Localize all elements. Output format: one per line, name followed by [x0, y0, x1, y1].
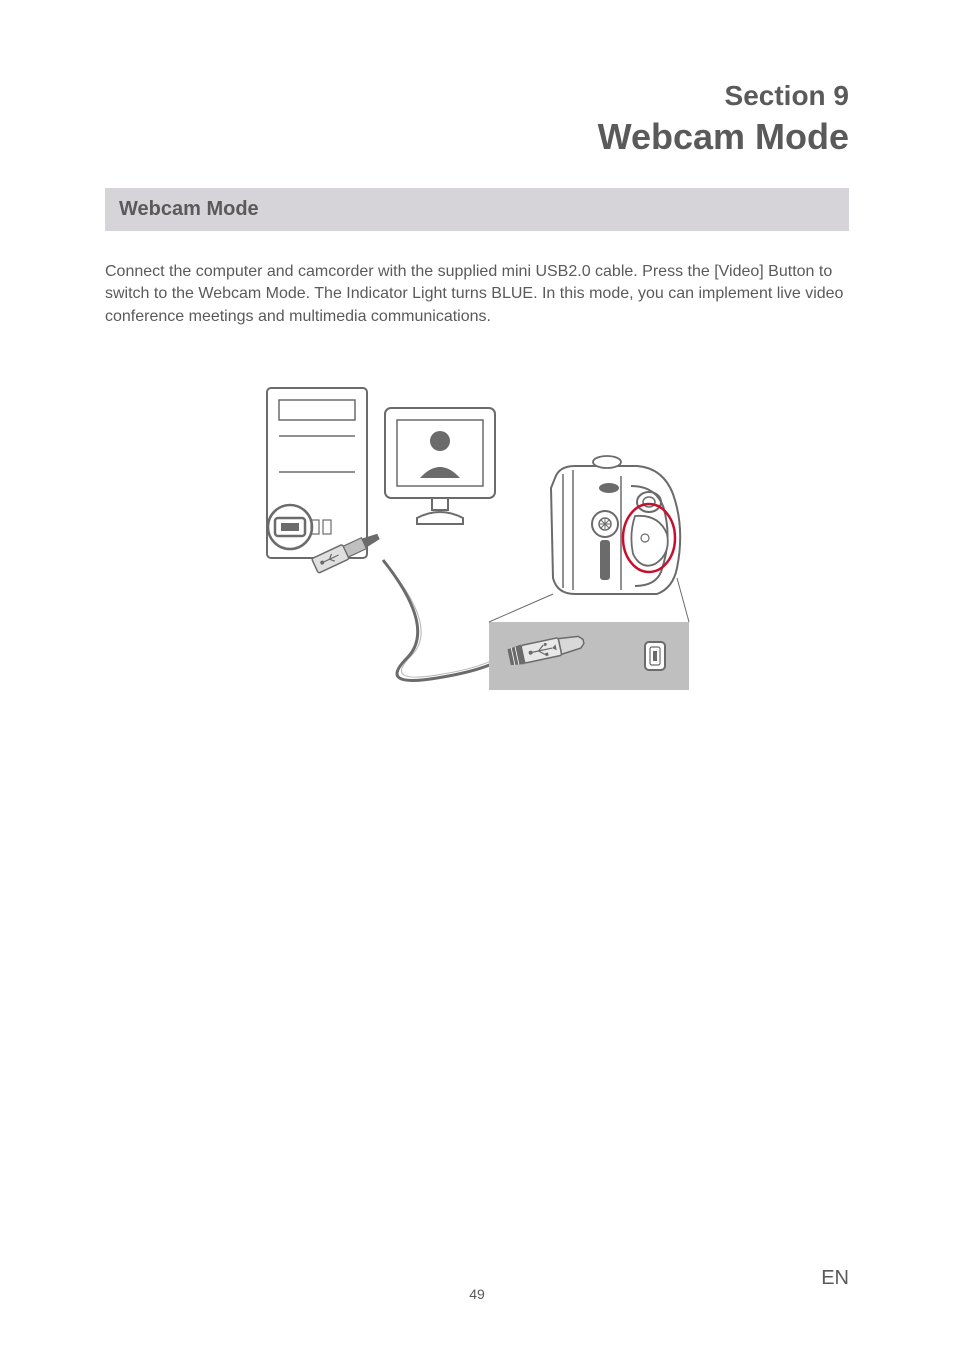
language-label: EN	[821, 1267, 849, 1290]
subheading-text: Webcam Mode	[119, 198, 259, 220]
connection-diagram	[257, 378, 697, 698]
computer-tower-icon	[267, 388, 367, 558]
subheading-bar: Webcam Mode	[105, 188, 849, 231]
body-paragraph: Connect the computer and camcorder with …	[105, 261, 849, 328]
page-title: Webcam Mode	[105, 116, 849, 158]
usb-cable-icon	[312, 529, 507, 680]
camcorder-icon	[551, 456, 680, 594]
monitor-icon	[385, 408, 495, 524]
section-label: Section 9	[105, 80, 849, 112]
page-number: 49	[0, 1286, 954, 1302]
